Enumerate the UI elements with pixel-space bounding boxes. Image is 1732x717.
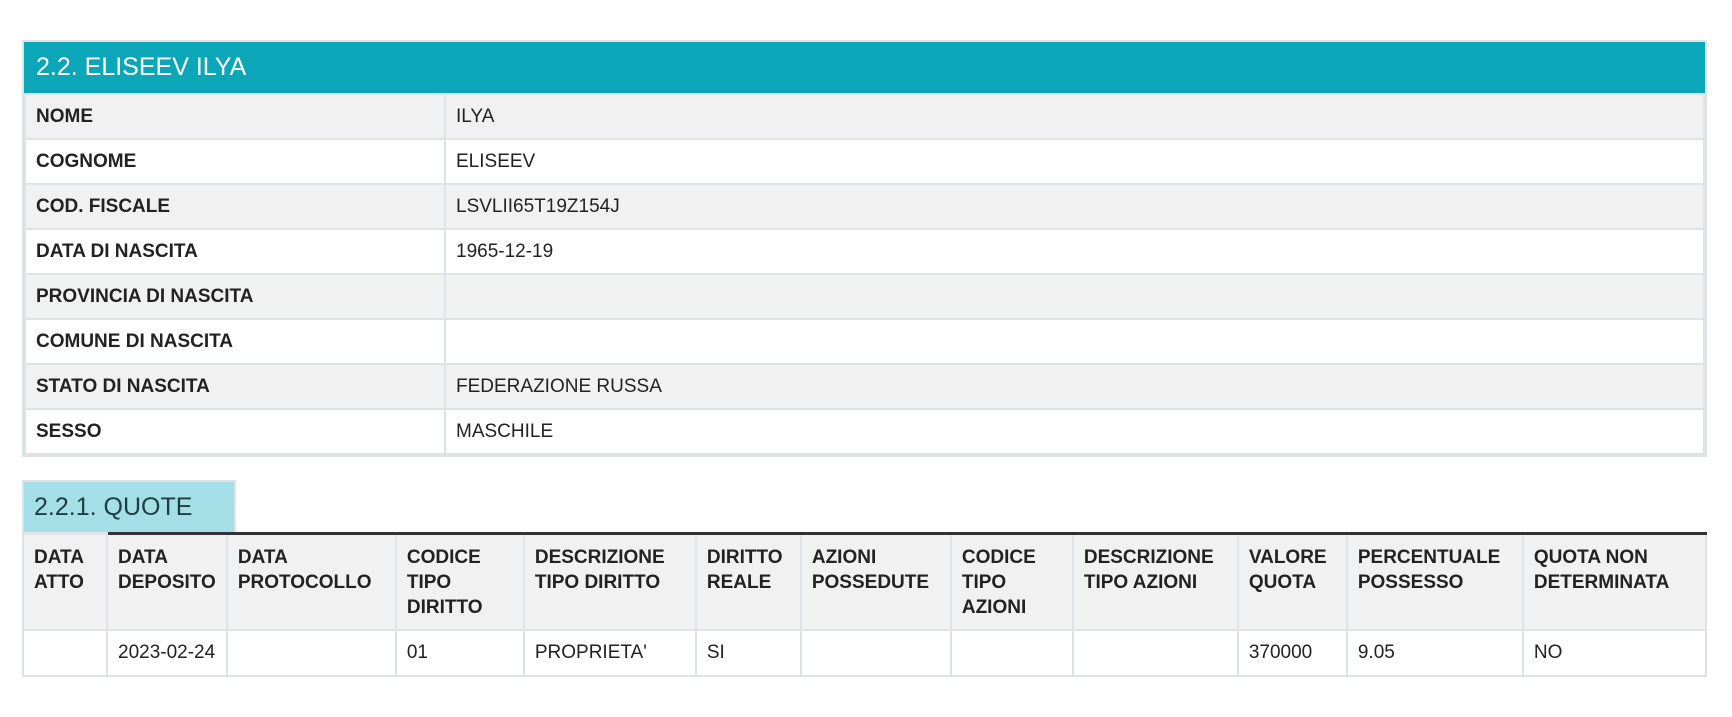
field-value bbox=[444, 318, 1705, 365]
table-cell: SI bbox=[694, 628, 802, 677]
field-label: COMUNE DI NASCITA bbox=[24, 318, 446, 365]
column-header: DESCRIZIONE TIPO DIRITTO bbox=[522, 532, 697, 631]
field-label: SESSO bbox=[24, 408, 446, 455]
table-cell: NO bbox=[1521, 628, 1708, 677]
field-value: MASCHILE bbox=[444, 408, 1705, 455]
column-header: QUOTA NON DETERMINATA bbox=[1521, 532, 1708, 631]
column-header: CODICE TIPO DIRITTO bbox=[394, 532, 525, 631]
field-label: STATO DI NASCITA bbox=[24, 363, 446, 410]
table-cell: 9.05 bbox=[1345, 628, 1524, 677]
field-value: ELISEEV bbox=[444, 138, 1705, 185]
section-title: 2.2. ELISEEV ILYA bbox=[24, 42, 1705, 93]
field-row: PROVINCIA DI NASCITA bbox=[24, 273, 1705, 320]
table-cell bbox=[225, 628, 397, 677]
table-row: 2023-02-24 01 PROPRIETA' SI 370000 9.05 NO bbox=[22, 628, 1708, 677]
field-value: 1965-12-19 bbox=[444, 228, 1705, 275]
column-header: CODICE TIPO AZIONI bbox=[949, 532, 1074, 631]
field-label: PROVINCIA DI NASCITA bbox=[24, 273, 446, 320]
table-cell: 01 bbox=[394, 628, 525, 677]
table-cell bbox=[949, 628, 1074, 677]
field-value: FEDERAZIONE RUSSA bbox=[444, 363, 1705, 410]
quote-table: DATA ATTO DATA DEPOSITO DATA PROTOCOLLO COD… bbox=[22, 532, 1708, 677]
column-header: VALORE QUOTA bbox=[1236, 532, 1348, 631]
column-header: DIRITTO REALE bbox=[694, 532, 802, 631]
table-cell: 370000 bbox=[1236, 628, 1348, 677]
field-row: DATA DI NASCITA 1965-12-19 bbox=[24, 228, 1705, 275]
table-cell: PROPRIETA' bbox=[522, 628, 697, 677]
table-cell: 2023-02-24 bbox=[106, 628, 228, 677]
table-cell bbox=[1071, 628, 1239, 677]
column-header: DATA PROTOCOLLO bbox=[225, 532, 397, 631]
person-info-table: NOME ILYA COGNOME ELISEEV COD. FISCALE LSVLII… bbox=[24, 93, 1705, 455]
field-label: NOME bbox=[24, 93, 446, 140]
field-value bbox=[444, 273, 1705, 320]
person-card: 2.2. ELISEEV ILYA NOME ILYA COGNOME ELISEEV… bbox=[22, 40, 1707, 457]
table-cell bbox=[22, 628, 108, 677]
table-cell bbox=[799, 628, 952, 677]
column-header: DESCRIZIONE TIPO AZIONI bbox=[1071, 532, 1239, 631]
column-header: AZIONI POSSEDUTE bbox=[799, 532, 952, 631]
column-header: DATA ATTO bbox=[22, 532, 108, 631]
field-row: STATO DI NASCITA FEDERAZIONE RUSSA bbox=[24, 363, 1705, 410]
quote-section-title: 2.2.1. QUOTE bbox=[22, 480, 236, 532]
field-row: SESSO MASCHILE bbox=[24, 408, 1705, 455]
field-row: COD. FISCALE LSVLII65T19Z154J bbox=[24, 183, 1705, 230]
field-row: COMUNE DI NASCITA bbox=[24, 318, 1705, 365]
field-value: ILYA bbox=[444, 93, 1705, 140]
field-label: COGNOME bbox=[24, 138, 446, 185]
field-label: COD. FISCALE bbox=[24, 183, 446, 230]
field-label: DATA DI NASCITA bbox=[24, 228, 446, 275]
field-row: NOME ILYA bbox=[24, 93, 1705, 140]
field-value: LSVLII65T19Z154J bbox=[444, 183, 1705, 230]
column-header: PERCENTUALE POSSESSO bbox=[1345, 532, 1524, 631]
column-header: DATA DEPOSITO bbox=[106, 532, 228, 631]
field-row: COGNOME ELISEEV bbox=[24, 138, 1705, 185]
